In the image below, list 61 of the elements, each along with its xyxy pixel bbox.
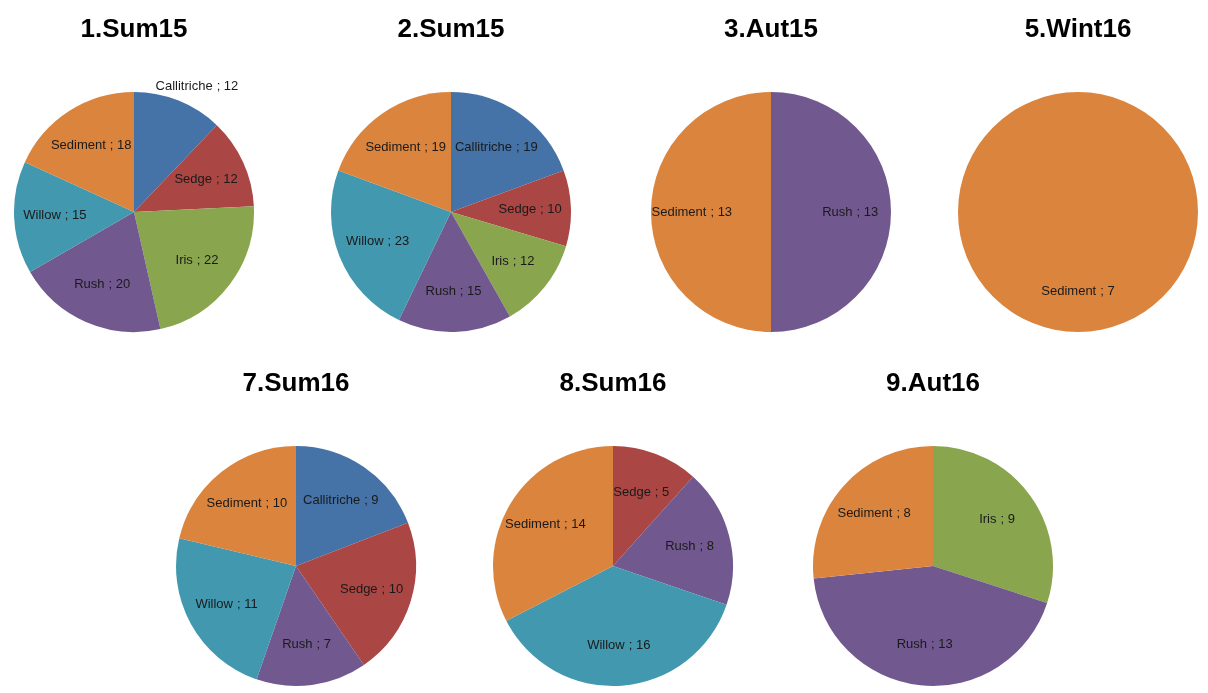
data-label: ; 23 bbox=[387, 233, 410, 249]
slice-label: Sediment bbox=[505, 516, 561, 532]
data-label: ; 16 bbox=[628, 636, 651, 652]
chart-title: 2.Sum15 bbox=[397, 12, 505, 43]
slice-label: Sediment bbox=[365, 138, 421, 154]
chart-title: 8.Sum16 bbox=[559, 366, 667, 397]
slice-label: Sedge bbox=[613, 483, 651, 499]
slice-label: Willow bbox=[23, 207, 62, 223]
data-label: ; 10 bbox=[540, 201, 562, 217]
slice-label: Sediment bbox=[1041, 282, 1097, 298]
data-label: ; 14 bbox=[564, 516, 586, 532]
slice-label: Iris bbox=[979, 511, 998, 527]
slice-label: Willow bbox=[195, 595, 234, 611]
chart-title: 1.Sum15 bbox=[80, 12, 188, 43]
data-label: ; 9 bbox=[364, 492, 379, 508]
chart-title: 7.Sum16 bbox=[242, 366, 350, 397]
data-label: ; 10 bbox=[381, 581, 404, 597]
data-label: ; 12 bbox=[216, 170, 238, 186]
slice-label: Willow bbox=[587, 636, 626, 652]
data-label: ; 15 bbox=[64, 207, 87, 223]
data-label: ; 18 bbox=[109, 136, 132, 152]
data-label: ; 19 bbox=[424, 138, 446, 154]
data-label: ; 9 bbox=[1000, 511, 1015, 527]
data-label: ; 15 bbox=[459, 282, 482, 298]
slice-label: Willow bbox=[345, 233, 385, 249]
slice-label: Rush bbox=[822, 203, 853, 219]
data-label: ; 22 bbox=[196, 251, 219, 267]
slice-label: Rush bbox=[425, 282, 456, 298]
data-label: ; 7 bbox=[1100, 282, 1115, 298]
data-label: ; 13 bbox=[710, 203, 733, 219]
data-label: ; 5 bbox=[654, 483, 670, 499]
slice-label: Callitriche bbox=[155, 78, 213, 94]
slice-label: Iris bbox=[175, 251, 194, 267]
data-label: ; 20 bbox=[108, 276, 131, 292]
data-label: ; 12 bbox=[512, 252, 535, 268]
data-label: ; 12 bbox=[216, 78, 239, 94]
data-label: ; 19 bbox=[516, 138, 538, 154]
chart-title: 5.Wint16 bbox=[1024, 12, 1132, 43]
slice-label: Callitriche bbox=[303, 492, 361, 508]
chart-title: 3.Aut15 bbox=[724, 12, 818, 43]
data-label: ; 11 bbox=[236, 595, 258, 611]
data-label: ; 7 bbox=[316, 636, 331, 652]
slice-label: Sedge bbox=[340, 581, 378, 597]
slice-label: Sediment bbox=[50, 136, 107, 152]
slice-label: Sediment bbox=[206, 495, 262, 511]
slice-label: Sediment bbox=[651, 203, 707, 219]
slice-label: Rush bbox=[665, 537, 696, 553]
slice-label: Sedge bbox=[174, 170, 212, 186]
chart-title: 9.Aut16 bbox=[886, 366, 980, 397]
slice-label: Rush bbox=[282, 636, 313, 652]
slice-label: Sedge bbox=[498, 201, 537, 217]
slice-label: Iris bbox=[491, 252, 510, 268]
data-label: ; 8 bbox=[699, 537, 715, 553]
slice-label: Rush bbox=[74, 276, 105, 292]
slice-label: Callitriche bbox=[454, 138, 513, 154]
data-label: ; 13 bbox=[931, 636, 953, 652]
data-label: ; 8 bbox=[896, 504, 911, 520]
data-label: ; 10 bbox=[265, 495, 288, 511]
data-label: ; 13 bbox=[856, 203, 879, 219]
slice-label: Rush bbox=[896, 636, 928, 652]
slice-label: Sediment bbox=[837, 504, 893, 520]
